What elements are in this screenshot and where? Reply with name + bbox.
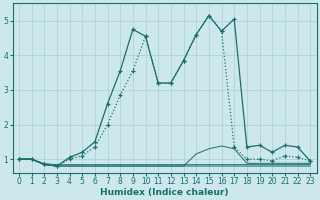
X-axis label: Humidex (Indice chaleur): Humidex (Indice chaleur) — [100, 188, 229, 197]
